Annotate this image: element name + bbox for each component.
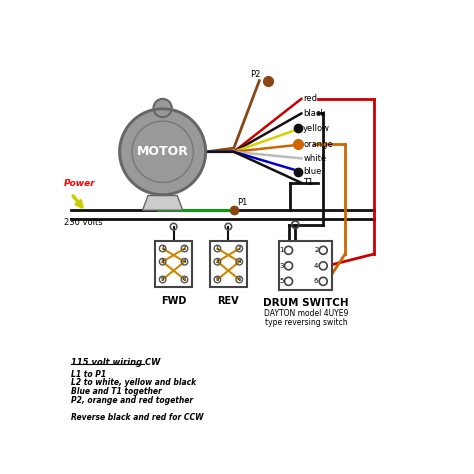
Text: 6: 6 bbox=[314, 278, 319, 284]
Text: 2: 2 bbox=[183, 246, 186, 251]
FancyBboxPatch shape bbox=[279, 241, 332, 291]
Text: 3: 3 bbox=[216, 259, 219, 264]
Text: 5: 5 bbox=[161, 277, 164, 282]
Text: FWD: FWD bbox=[161, 296, 186, 306]
Text: 4: 4 bbox=[314, 263, 319, 269]
Text: 2: 2 bbox=[314, 247, 319, 253]
Text: blue: blue bbox=[303, 167, 321, 176]
Text: red: red bbox=[303, 94, 317, 103]
Text: 5: 5 bbox=[216, 277, 219, 282]
Text: MOTOR: MOTOR bbox=[137, 145, 189, 158]
Text: Power: Power bbox=[64, 180, 96, 189]
Text: DAYTON model 4UYE9: DAYTON model 4UYE9 bbox=[264, 309, 348, 318]
Text: type reversing switch: type reversing switch bbox=[264, 318, 347, 327]
Text: REV: REV bbox=[218, 296, 239, 306]
Text: P2: P2 bbox=[250, 70, 261, 79]
Text: 115 volt wiring CW: 115 volt wiring CW bbox=[72, 358, 161, 367]
Text: black: black bbox=[303, 109, 326, 118]
Text: P2, orange and red together: P2, orange and red together bbox=[72, 396, 193, 405]
Text: L1 to P1: L1 to P1 bbox=[72, 370, 107, 379]
Text: 3: 3 bbox=[161, 259, 164, 264]
Text: Reverse black and red for CCW: Reverse black and red for CCW bbox=[72, 413, 204, 422]
Text: DRUM SWITCH: DRUM SWITCH bbox=[263, 298, 349, 308]
Circle shape bbox=[119, 108, 206, 196]
Text: L2 to white, yellow and black: L2 to white, yellow and black bbox=[72, 378, 197, 387]
Polygon shape bbox=[143, 196, 182, 210]
Text: 4: 4 bbox=[237, 259, 241, 264]
FancyBboxPatch shape bbox=[210, 241, 246, 287]
Text: P1: P1 bbox=[237, 198, 248, 207]
Text: 6: 6 bbox=[183, 277, 186, 282]
Text: 1: 1 bbox=[161, 246, 164, 251]
Text: 4: 4 bbox=[183, 259, 186, 264]
Text: 6: 6 bbox=[237, 277, 241, 282]
Text: Blue and T1 together: Blue and T1 together bbox=[72, 387, 162, 396]
Text: 1: 1 bbox=[216, 246, 219, 251]
Circle shape bbox=[154, 99, 172, 117]
Text: yellow: yellow bbox=[303, 124, 330, 133]
Text: T1: T1 bbox=[303, 178, 313, 187]
Text: white: white bbox=[303, 154, 326, 163]
Text: orange: orange bbox=[303, 140, 333, 149]
Text: 3: 3 bbox=[279, 263, 284, 269]
FancyBboxPatch shape bbox=[155, 241, 192, 287]
Text: 230 volts: 230 volts bbox=[64, 218, 103, 227]
Text: 5: 5 bbox=[280, 278, 284, 284]
Text: 2: 2 bbox=[237, 246, 241, 251]
Text: 1: 1 bbox=[279, 247, 284, 253]
